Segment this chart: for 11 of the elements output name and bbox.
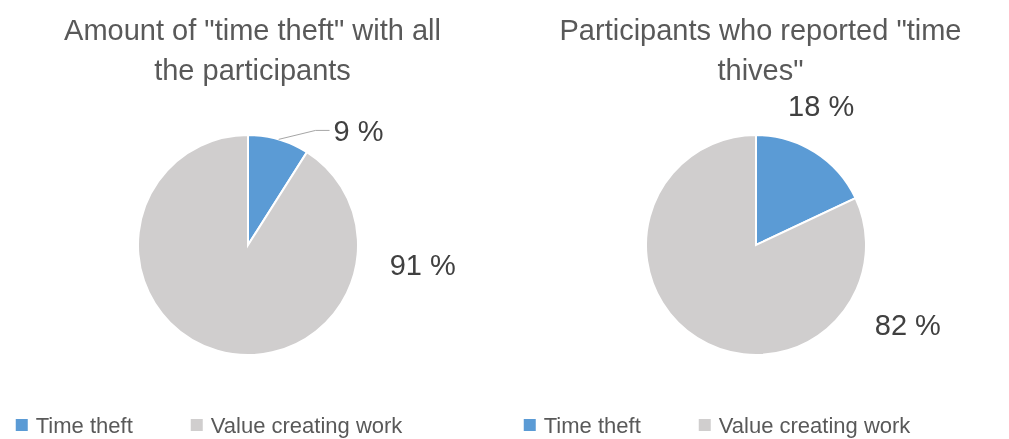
data-label: 18 % <box>788 89 855 122</box>
legend-label: Value creating work <box>718 412 912 438</box>
legend-label: Time theft <box>543 412 641 438</box>
data-label: 82 % <box>874 308 941 341</box>
data-label: 91 % <box>389 248 456 281</box>
chart-title: Amount of "time theft" with all the participants <box>64 14 441 86</box>
data-label: 9 % <box>333 114 384 147</box>
legend-label: Value creating work <box>210 412 404 438</box>
chart-title: Participants who reported "time thives" <box>559 14 962 86</box>
legend-label: Time theft <box>35 412 133 438</box>
pie-slice <box>645 134 867 356</box>
